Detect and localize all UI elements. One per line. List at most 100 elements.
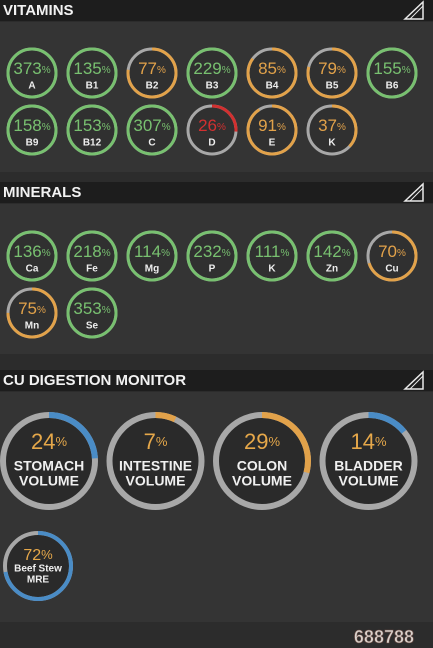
- percent-sign: %: [268, 434, 280, 449]
- value-number: 229: [193, 59, 221, 78]
- gauge: 232% P: [186, 230, 238, 282]
- gauge-value: 70%: [378, 242, 406, 261]
- percent-sign: %: [102, 122, 111, 133]
- gauge-arc: [6, 230, 58, 282]
- gauge-label: INTESTINE: [119, 458, 192, 474]
- value-number: 72: [23, 547, 41, 564]
- gauge-label: VOLUME: [126, 473, 186, 489]
- value-number: 26: [198, 116, 217, 135]
- percent-sign: %: [42, 248, 51, 259]
- percent-sign: %: [102, 248, 111, 259]
- gauge-value: 26%: [198, 116, 226, 135]
- gauge-label: MRE: [27, 575, 50, 586]
- gauge-arc: [0, 412, 98, 510]
- value-number: 153: [73, 116, 101, 135]
- gauge-value: 37%: [318, 116, 346, 135]
- value-number: 218: [73, 242, 101, 261]
- collapse-icon: [403, 182, 424, 202]
- gauge-arc: [246, 47, 298, 99]
- percent-sign: %: [157, 65, 166, 76]
- gauge-label: BLADDER: [334, 458, 402, 474]
- section-title: MINERALS: [3, 184, 81, 201]
- gauge-label: B3: [206, 81, 219, 92]
- collapse-icon-line: [409, 375, 424, 390]
- gauge: 111% K: [246, 230, 298, 282]
- gauge-value: 114%: [134, 242, 170, 261]
- percent-sign: %: [102, 305, 111, 316]
- gauge-value: 373%: [13, 59, 50, 78]
- gauge-arc: [186, 104, 238, 156]
- gauge: 37%K: [306, 104, 358, 156]
- percent-sign: %: [277, 122, 286, 133]
- gauge-value: 14%: [350, 429, 386, 454]
- gauge-value: 111%: [255, 242, 290, 261]
- percent-sign: %: [162, 122, 171, 133]
- gauge-arc: [66, 47, 118, 99]
- section-header: [0, 0, 433, 21]
- gauge-label: B12: [83, 138, 102, 149]
- gauge: 70% Cu: [366, 230, 418, 282]
- gauge-arc: [306, 104, 358, 156]
- gauge-arc: [246, 104, 298, 156]
- gauge-value: 79%: [318, 59, 346, 78]
- percent-sign: %: [277, 65, 286, 76]
- gauge-arc: [66, 104, 118, 156]
- percent-sign: %: [342, 248, 351, 259]
- gauge-value: 136%: [13, 242, 50, 261]
- value-number: 353: [73, 299, 101, 318]
- percent-sign: %: [217, 122, 226, 133]
- gauge-value: 72%: [23, 547, 53, 564]
- percent-sign: %: [280, 248, 289, 259]
- value-number: 70: [378, 242, 397, 261]
- gauge-value: 155%: [373, 59, 410, 78]
- collapse-icon: [403, 370, 424, 390]
- value-number: 24: [31, 429, 55, 454]
- gauge: 136%Ca: [6, 230, 58, 282]
- gauge-value: 232%: [193, 242, 230, 261]
- gauge: 85% B4: [246, 47, 298, 99]
- percent-sign: %: [337, 65, 346, 76]
- gauge-arc: [126, 47, 178, 99]
- percent-sign: %: [42, 65, 51, 76]
- value-number: 232: [193, 242, 221, 261]
- value-number: 373: [13, 59, 41, 78]
- gauge: 153%B12: [66, 104, 118, 156]
- gauge: 135%B1: [66, 47, 118, 99]
- percent-sign: %: [222, 65, 231, 76]
- gauge-label: Cu: [385, 264, 398, 275]
- gauge: 75% Mn: [6, 287, 58, 339]
- gauge-label: VOLUME: [19, 473, 79, 489]
- gauge-arc: [366, 47, 418, 99]
- percent-sign: %: [161, 248, 170, 259]
- gauge-label: E: [269, 138, 276, 149]
- gauge-label: Mn: [25, 321, 39, 332]
- value-number: 142: [313, 242, 341, 261]
- percent-sign: %: [37, 305, 46, 316]
- gauge-value: 158%: [13, 116, 50, 135]
- gauge-label: B2: [146, 81, 159, 92]
- gauge-value: 307%: [133, 116, 170, 135]
- value-number: 77: [138, 59, 157, 78]
- gauge: 353%Se: [66, 287, 118, 339]
- gauge: 373% A: [6, 47, 58, 99]
- value-number: 75: [18, 299, 37, 318]
- section-header: [0, 370, 433, 391]
- gauge-arc: [126, 104, 178, 156]
- gauge: 158%B9: [6, 104, 58, 156]
- gauge-arc: [66, 230, 118, 282]
- gauge-label: VOLUME: [339, 473, 399, 489]
- gauge-label: Mg: [145, 264, 159, 275]
- gauge-label: VOLUME: [232, 473, 292, 489]
- gauge-arc: [126, 230, 178, 282]
- gauge: 218% Fe: [66, 230, 118, 282]
- gauge: 229%B3: [186, 47, 238, 99]
- percent-sign: %: [397, 248, 406, 259]
- gauge-label: D: [208, 138, 215, 149]
- percent-sign: %: [222, 248, 231, 259]
- value-number: 111: [255, 242, 281, 261]
- gauge: 77% B2: [126, 47, 178, 99]
- percent-sign: %: [55, 434, 67, 449]
- percent-sign: %: [156, 434, 168, 449]
- gauge-arc: [66, 287, 118, 339]
